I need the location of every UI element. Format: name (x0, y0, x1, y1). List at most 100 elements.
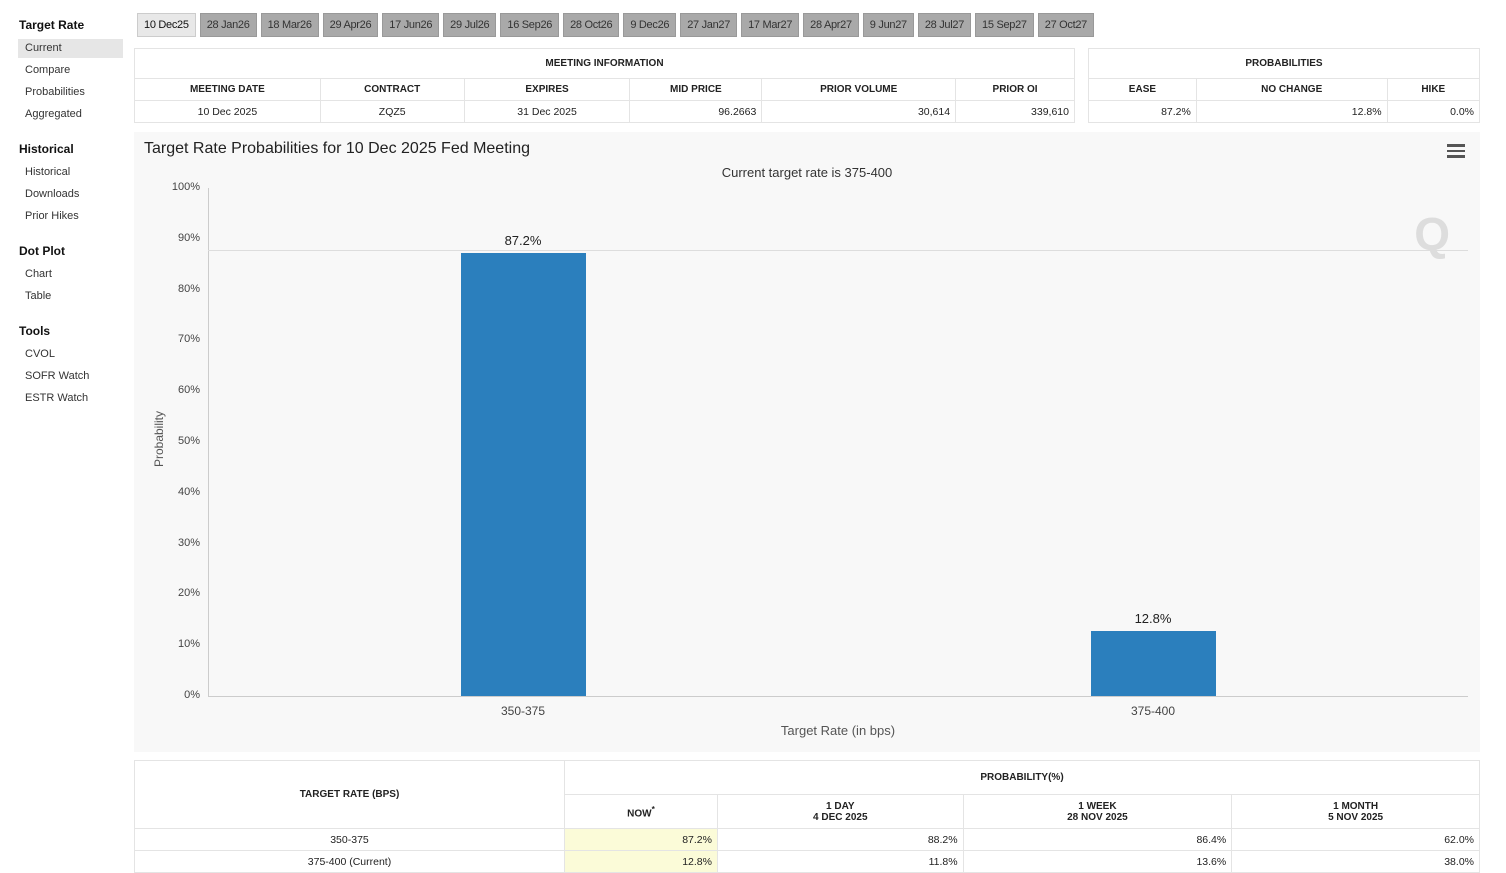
probability-history-table: TARGET RATE (BPS) PROBABILITY(%) NOW* 1 DA… (134, 760, 1480, 873)
cell: 11.8% (716, 850, 964, 873)
sidebar-section-title: Target Rate (19, 18, 85, 32)
meeting-info-table: MEETING INFORMATION MEETING DATE CONTRACT… (134, 48, 1075, 123)
column-header-line2: 28 NOV 2025 (1067, 811, 1128, 823)
tab-meeting[interactable]: 27 Jan27 (680, 13, 738, 37)
y-axis-line (208, 188, 209, 696)
sidebar-item-sofr-watch[interactable]: SOFR Watch (25, 370, 90, 382)
column-header-line1: NOW (627, 808, 652, 820)
column-header: NOW* (564, 794, 718, 829)
sidebar-section-title: Tools (19, 324, 51, 338)
sidebar-item-prior-hikes[interactable]: Prior Hikes (25, 210, 79, 222)
tab-meeting[interactable]: 16 Sep26 (500, 13, 560, 37)
y-tick-label: 100% (171, 181, 200, 193)
sidebar-section-title: Historical (19, 142, 74, 156)
tab-meeting[interactable]: 15 Sep27 (975, 13, 1034, 37)
y-tick-label: 90% (177, 231, 200, 244)
chart-menu-icon[interactable] (1447, 144, 1465, 161)
column-header: PRIOR OI (955, 78, 1075, 101)
column-header: 1 DAY 4 DEC 2025 (716, 794, 964, 829)
tab-meeting[interactable]: 18 Mar26 (260, 13, 319, 37)
target-rate-header: TARGET RATE (BPS) (134, 760, 565, 829)
cell: 375-400 (Current) (134, 850, 565, 873)
sidebar-item-probabilities[interactable]: Probabilities (25, 86, 85, 98)
y-tick-label: 70% (177, 333, 200, 346)
cell: 10 Dec 2025 (134, 100, 321, 123)
cell: 87.2% (564, 828, 718, 851)
tab-meeting[interactable]: 29 Apr26 (322, 13, 379, 37)
y-tick-label: 30% (177, 536, 200, 549)
bar-375-400[interactable] (1091, 630, 1216, 696)
column-header: PRIOR VOLUME (761, 78, 957, 101)
tab-meeting[interactable]: 10 Dec25 (137, 13, 196, 37)
column-header-line2: 4 DEC 2025 (813, 811, 868, 823)
table-row: 375-400 (Current) 12.8% 11.8% 13.6% 38.0% (134, 850, 1480, 873)
sidebar-item-estr-watch[interactable]: ESTR Watch (25, 392, 89, 404)
cell: 38.0% (1231, 850, 1480, 873)
tab-meeting[interactable]: 9 Jun27 (862, 13, 914, 37)
probabilities-title: PROBABILITIES (1088, 48, 1480, 79)
sidebar-item-aggregated[interactable]: Aggregated (25, 108, 82, 120)
y-tick-label: 80% (177, 282, 200, 295)
y-tick-label: 10% (177, 638, 200, 651)
tab-meeting[interactable]: 28 Jan26 (199, 13, 257, 37)
column-header: EASE (1088, 78, 1197, 101)
cell: 62.0% (1231, 828, 1480, 851)
x-tick-label: 375-400 (1130, 704, 1176, 718)
x-axis-line (208, 696, 1468, 697)
cell: 13.6% (962, 850, 1233, 873)
chart: Target Rate Probabilities for 10 Dec 202… (134, 132, 1480, 752)
bar-350-375[interactable] (461, 253, 586, 696)
cell: 86.4% (962, 828, 1233, 851)
y-tick-label: 40% (177, 485, 200, 498)
probabilities-table: PROBABILITIES EASE NO CHANGE HIKE 87.2% 12.8… (1088, 48, 1481, 123)
y-tick-label: 20% (177, 587, 200, 600)
column-header-line2: 5 NOV 2025 (1328, 811, 1384, 823)
tab-meeting[interactable]: 29 Jul26 (443, 13, 497, 37)
watermark-logo: Q (1414, 208, 1450, 260)
chart-title: Target Rate Probabilities for 10 Dec 202… (144, 140, 530, 157)
column-header: HIKE (1386, 78, 1481, 101)
cell: 31 Dec 2025 (463, 100, 631, 123)
sidebar-item-downloads[interactable]: Downloads (25, 188, 80, 200)
tab-meeting[interactable]: 27 Oct27 (1037, 13, 1094, 37)
sidebar-item-historical[interactable]: Historical (25, 166, 71, 178)
meeting-tabs: 10 Dec25 28 Jan26 18 Mar26 29 Apr26 17 Jun26… (137, 13, 1094, 37)
cell: 88.2% (716, 828, 964, 851)
y-tick-label: 60% (177, 384, 200, 397)
chart-subtitle: Current target rate is 375-400 (721, 165, 893, 180)
sidebar-item-table[interactable]: Table (25, 290, 52, 302)
y-tick-label: 0% (184, 689, 200, 701)
column-header: MID PRICE (629, 78, 763, 101)
reference-line (208, 250, 1468, 251)
sidebar-item-current[interactable]: Current (18, 39, 123, 58)
column-header: EXPIRES (463, 78, 631, 101)
tab-meeting[interactable]: 17 Mar27 (741, 13, 800, 37)
sidebar-section-title: Dot Plot (19, 244, 65, 258)
sidebar-item-compare[interactable]: Compare (25, 64, 71, 76)
cell: 12.8% (1195, 100, 1388, 123)
column-header-line1: 1 DAY (826, 800, 855, 812)
tab-meeting[interactable]: 17 Jun26 (382, 13, 440, 37)
column-header: 1 WEEK 28 NOV 2025 (962, 794, 1233, 829)
sidebar-item-chart[interactable]: Chart (25, 268, 52, 280)
column-header-line1: 1 WEEK (1078, 800, 1117, 812)
cell: 12.8% (564, 850, 718, 873)
tab-meeting[interactable]: 9 Dec26 (623, 13, 677, 37)
tab-meeting[interactable]: 28 Jul27 (917, 13, 972, 37)
column-header: NO CHANGE (1195, 78, 1388, 101)
cell: 30,614 (761, 100, 957, 123)
cell: ZQZ5 (319, 100, 465, 123)
meeting-info-title: MEETING INFORMATION (134, 48, 1075, 79)
tab-meeting[interactable]: 28 Oct26 (563, 13, 620, 37)
cell: 96.2663 (629, 100, 763, 123)
cell: 339,610 (955, 100, 1075, 123)
sidebar-item-cvol[interactable]: CVOL (25, 348, 55, 360)
data-label: 87.2% (504, 233, 542, 249)
x-tick-label: 350-375 (500, 704, 546, 718)
tab-meeting[interactable]: 28 Apr27 (803, 13, 859, 37)
probability-header: PROBABILITY(%) (564, 760, 1480, 795)
cell: 87.2% (1088, 100, 1197, 123)
table-row: 350-375 87.2% 88.2% 86.4% 62.0% (134, 828, 1480, 851)
x-axis-label: Target Rate (in bps) (780, 723, 896, 738)
column-header: CONTRACT (319, 78, 465, 101)
